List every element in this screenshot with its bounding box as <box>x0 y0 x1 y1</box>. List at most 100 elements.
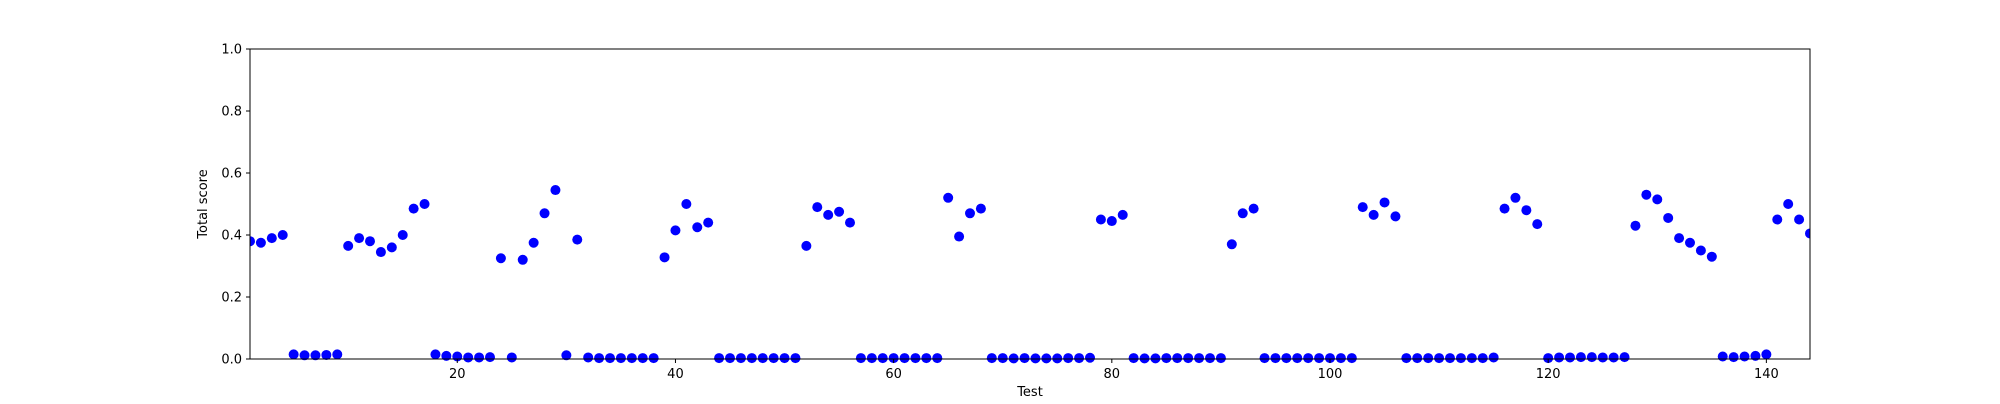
data-point <box>1499 203 1510 214</box>
x-axis-ticks: 20 40 60 80 100 120 140 <box>449 359 1779 382</box>
data-point <box>1750 350 1761 361</box>
x-tick-label: 120 <box>1536 367 1561 382</box>
data-point <box>550 185 561 196</box>
data-point <box>1259 353 1270 364</box>
data-point <box>1379 197 1390 208</box>
x-tick-label: 100 <box>1318 367 1343 382</box>
data-point <box>277 230 288 240</box>
data-point <box>888 353 899 364</box>
data-point <box>485 352 495 363</box>
data-point <box>965 208 975 219</box>
data-points <box>250 185 1810 364</box>
data-point <box>1510 192 1521 203</box>
data-point <box>539 208 550 219</box>
y-tick-label: 1.0 <box>221 43 242 58</box>
data-point <box>1761 349 1772 360</box>
data-point <box>975 203 986 214</box>
data-point <box>1325 353 1335 364</box>
data-point <box>1117 209 1128 220</box>
data-point <box>1565 352 1575 363</box>
data-point <box>1423 353 1434 364</box>
data-point <box>572 234 583 245</box>
data-point <box>725 353 735 364</box>
x-axis-label: Test <box>1016 385 1043 400</box>
data-point <box>659 252 670 263</box>
data-point <box>441 350 452 361</box>
data-point <box>1695 245 1706 256</box>
data-point <box>1183 353 1194 364</box>
data-point <box>670 225 681 236</box>
data-point <box>1335 353 1346 364</box>
plot-area-frame <box>249 48 1811 360</box>
data-point <box>583 352 594 363</box>
data-point <box>1728 352 1739 363</box>
data-point <box>1052 353 1063 364</box>
data-point <box>801 240 812 251</box>
data-point <box>1085 352 1095 363</box>
data-point <box>790 353 801 364</box>
data-point <box>812 202 823 213</box>
data-point <box>746 353 757 364</box>
data-point <box>1194 353 1205 364</box>
data-point <box>1205 353 1215 364</box>
data-point <box>692 222 703 233</box>
data-point <box>386 242 397 253</box>
data-point <box>943 192 954 203</box>
data-point <box>408 203 419 214</box>
x-tick-label: 140 <box>1754 367 1779 382</box>
y-tick-label: 0.6 <box>221 167 242 182</box>
data-point <box>1532 219 1543 230</box>
data-point <box>845 217 855 228</box>
data-point <box>1739 351 1750 362</box>
data-point <box>1226 239 1237 250</box>
data-point <box>250 236 255 247</box>
data-point <box>1368 209 1379 220</box>
data-point <box>1292 353 1303 364</box>
data-point <box>1663 212 1674 223</box>
data-point <box>866 353 877 364</box>
data-point <box>1455 353 1466 364</box>
data-point <box>365 236 375 247</box>
y-axis-label: Total score <box>196 169 211 239</box>
data-point <box>1139 353 1150 364</box>
data-point <box>474 352 485 363</box>
data-point <box>1641 189 1652 200</box>
data-point <box>1521 205 1532 216</box>
data-point <box>517 254 528 265</box>
data-point <box>1488 352 1499 363</box>
data-point <box>834 206 845 217</box>
data-point <box>637 353 648 364</box>
data-point <box>1346 353 1357 364</box>
data-point <box>1314 353 1325 364</box>
data-point <box>1030 353 1041 364</box>
data-point <box>1477 353 1488 364</box>
x-tick-label: 80 <box>1104 367 1121 382</box>
data-point <box>1805 228 1810 239</box>
data-point <box>855 353 866 364</box>
data-point <box>1586 352 1597 363</box>
data-point <box>1019 353 1030 364</box>
data-point <box>1401 353 1412 364</box>
data-point <box>823 209 834 220</box>
data-point <box>877 353 888 364</box>
data-point <box>899 353 910 364</box>
data-point <box>910 353 921 364</box>
data-point <box>735 353 746 364</box>
y-tick-label: 0.2 <box>221 291 242 306</box>
data-point <box>419 199 430 209</box>
data-point <box>714 353 725 364</box>
x-tick-label: 40 <box>667 367 684 382</box>
data-point <box>1554 352 1565 363</box>
data-point <box>310 350 321 361</box>
data-point <box>615 353 626 364</box>
data-point <box>768 353 779 364</box>
y-tick-label: 0.4 <box>221 229 242 244</box>
data-point <box>997 353 1008 364</box>
data-point <box>1608 352 1619 363</box>
data-point <box>703 217 714 228</box>
data-point <box>1652 194 1663 205</box>
data-point <box>1794 214 1805 225</box>
data-point <box>1357 202 1368 213</box>
data-point <box>299 350 310 361</box>
